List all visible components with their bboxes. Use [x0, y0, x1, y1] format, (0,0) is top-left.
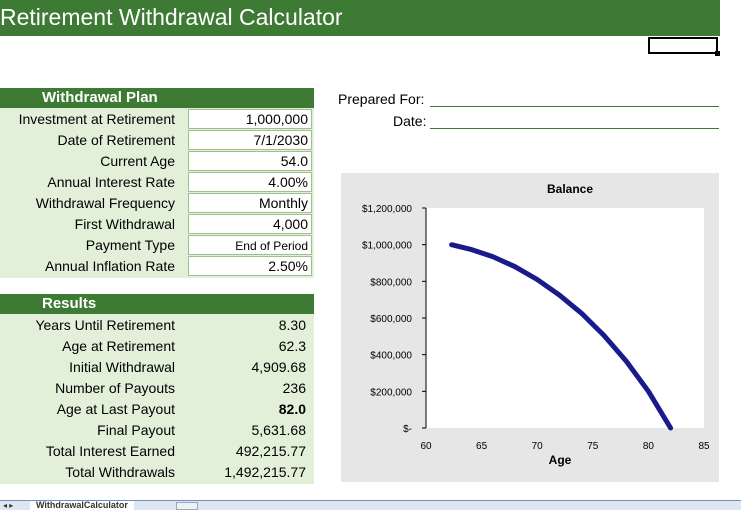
result-value: 8.30 [278, 317, 306, 333]
plot-area [426, 208, 704, 428]
result-row: Years Until Retirement 8.30 [0, 315, 314, 336]
first-withdrawal-input[interactable]: 4,000 [188, 214, 312, 234]
field-label: Annual Interest Rate [47, 174, 175, 190]
balance-chart[interactable]: Balance $- $200,000 $400,000 $600,000 $800,00… [341, 173, 719, 482]
y-tick-label: $800,000 [370, 277, 412, 288]
x-tick-label: 65 [476, 441, 488, 452]
result-label: Number of Payouts [55, 380, 175, 396]
tab-withdrawal-calculator[interactable]: WithdrawalCalculator [30, 501, 134, 510]
input-row-inflation: Annual Inflation Rate 2.50% [0, 256, 314, 277]
result-label: Final Payout [97, 422, 175, 438]
y-tick-label: $600,000 [370, 314, 412, 325]
interest-rate-input[interactable]: 4.00% [188, 172, 312, 192]
withdrawal-plan-panel: Investment at Retirement 1,000,000 Date … [0, 108, 314, 278]
result-label: Initial Withdrawal [69, 359, 175, 375]
results-header: Results [0, 294, 314, 314]
result-label: Age at Last Payout [56, 401, 175, 417]
prepared-for-field[interactable] [430, 106, 719, 107]
result-row: Final Payout 5,631.68 [0, 420, 314, 441]
field-label: Withdrawal Frequency [35, 195, 175, 211]
y-tick-label: $400,000 [370, 351, 412, 362]
result-value: 62.3 [278, 338, 306, 354]
current-age-input[interactable]: 54.0 [188, 151, 312, 171]
result-row: Age at Last Payout 82.0 [0, 399, 314, 420]
field-label: Current Age [100, 153, 175, 169]
result-value: 5,631.68 [251, 422, 307, 438]
retirement-date-input[interactable]: 7/1/2030 [188, 130, 312, 150]
input-row-date: Date of Retirement 7/1/2030 [0, 130, 314, 151]
x-tick-label: 80 [643, 441, 655, 452]
result-row: Initial Withdrawal 4,909.68 [0, 357, 314, 378]
title-bar: Retirement Withdrawal Calculator [0, 0, 720, 36]
x-tick-label: 75 [587, 441, 599, 452]
y-tick-label: $1,200,000 [362, 204, 412, 215]
result-value: 236 [282, 380, 306, 396]
input-row-interest: Annual Interest Rate 4.00% [0, 172, 314, 193]
chart-title: Balance [547, 182, 593, 196]
balance-series-line [449, 242, 674, 431]
results-panel: Years Until Retirement 8.30 Age at Retir… [0, 314, 314, 484]
y-tick-label: $1,000,000 [362, 241, 412, 252]
field-label: First Withdrawal [74, 216, 175, 232]
inflation-rate-input[interactable]: 2.50% [188, 256, 312, 276]
frequency-select[interactable]: Monthly [188, 193, 312, 213]
fill-handle[interactable] [715, 51, 720, 56]
input-row-first-withdrawal: First Withdrawal 4,000 [0, 214, 314, 235]
field-label: Payment Type [85, 237, 175, 253]
input-row-investment: Investment at Retirement 1,000,000 [0, 109, 314, 130]
x-tick-label: 70 [532, 441, 544, 452]
field-label: Annual Inflation Rate [45, 258, 175, 274]
y-tick-label: $200,000 [370, 387, 412, 398]
result-row: Total Interest Earned 492,215.77 [0, 441, 314, 462]
result-row: Total Withdrawals 1,492,215.77 [0, 462, 314, 483]
withdrawal-plan-heading: Withdrawal Plan [42, 89, 158, 106]
date-label: Date: [393, 113, 427, 129]
x-tick-label: 85 [698, 441, 710, 452]
result-value: 492,215.77 [235, 443, 306, 459]
x-axis-label: Age [549, 453, 572, 467]
input-row-payment-type: Payment Type End of Period [0, 235, 314, 256]
withdrawal-plan-header: Withdrawal Plan [0, 88, 314, 108]
result-label: Age at Retirement [62, 338, 175, 354]
y-tick-label: $- [403, 424, 412, 435]
results-heading: Results [42, 295, 97, 312]
result-row: Number of Payouts 236 [0, 378, 314, 399]
chart-svg: Balance $- $200,000 $400,000 $600,000 $800,00… [362, 182, 710, 467]
page-title: Retirement Withdrawal Calculator [0, 4, 343, 30]
result-row: Age at Retirement 62.3 [0, 336, 314, 357]
tab-nav-arrows-icon[interactable]: ◂ ▸ [3, 501, 14, 510]
result-label: Years Until Retirement [35, 317, 175, 333]
result-value: 82.0 [278, 401, 306, 417]
x-tick-label: 60 [420, 441, 432, 452]
date-field[interactable] [430, 128, 719, 129]
field-label: Investment at Retirement [18, 111, 175, 127]
investment-input[interactable]: 1,000,000 [188, 109, 312, 129]
result-value: 1,492,215.77 [224, 464, 306, 480]
selected-cell[interactable] [648, 37, 720, 56]
result-label: Total Withdrawals [65, 464, 175, 480]
input-row-frequency: Withdrawal Frequency Monthly [0, 193, 314, 214]
payment-type-select[interactable]: End of Period [188, 235, 312, 255]
input-row-age: Current Age 54.0 [0, 151, 314, 172]
field-label: Date of Retirement [57, 132, 176, 148]
result-label: Total Interest Earned [45, 443, 175, 459]
result-value: 4,909.68 [251, 359, 307, 375]
prepared-for-label: Prepared For: [338, 91, 425, 107]
